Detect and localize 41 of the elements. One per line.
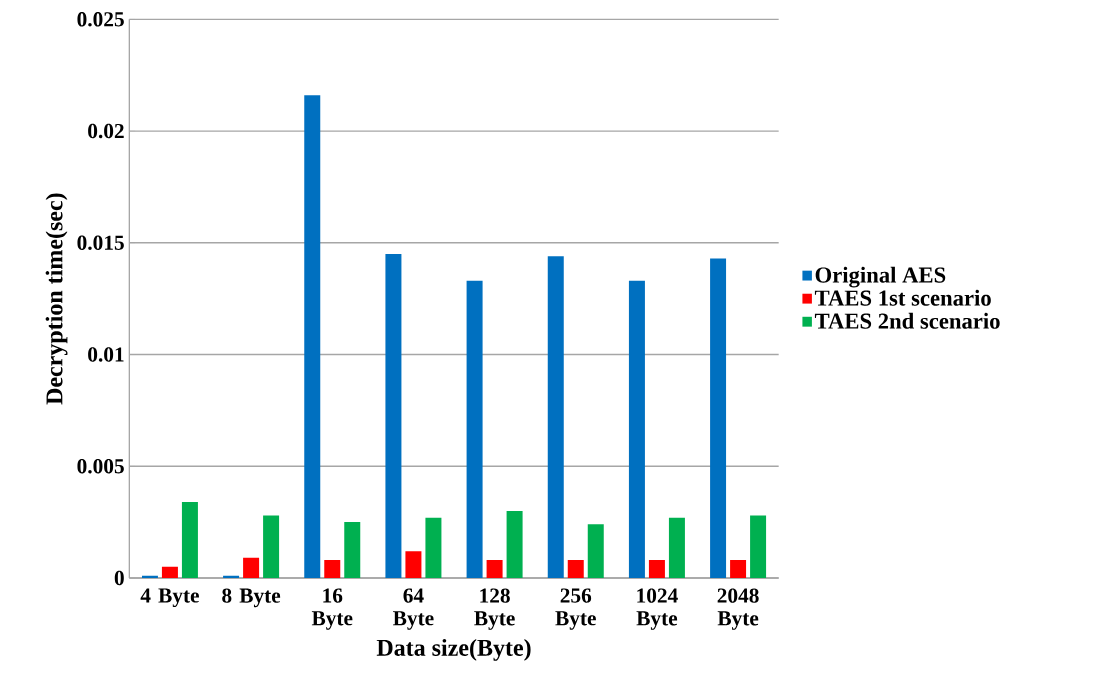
bar <box>710 258 727 578</box>
bar <box>628 280 645 578</box>
bar <box>324 560 341 578</box>
bar <box>161 566 178 578</box>
bar <box>344 522 361 578</box>
bar <box>506 510 523 578</box>
x-tick-label: 256 Byte <box>555 588 596 630</box>
y-tick-label: 0.02 <box>88 123 124 139</box>
legend-label: Original AES <box>815 266 946 288</box>
bar <box>567 560 584 578</box>
bar <box>486 560 503 578</box>
bar <box>466 280 483 578</box>
bar <box>385 253 402 578</box>
x-tick-label: 16 Byte <box>311 588 353 630</box>
bar <box>648 560 665 578</box>
y-axis-title: Decryption time(sec) <box>45 193 68 405</box>
x-tick-label: 4 Byte <box>140 588 199 608</box>
x-tick-label: 2048 Byte <box>717 588 759 630</box>
bar <box>181 502 198 578</box>
y-tick-label: 0 <box>114 570 124 586</box>
bar <box>730 560 747 578</box>
x-tick-label: 128 Byte <box>474 588 515 630</box>
bar <box>750 515 767 578</box>
x-tick-label: 8 Byte <box>222 588 281 608</box>
x-axis-title: Data size(Byte) <box>376 638 531 661</box>
bar <box>425 517 442 578</box>
bar <box>587 524 604 578</box>
legend-label: TAES 2nd scenario <box>814 312 1000 329</box>
bar <box>263 515 280 578</box>
bar <box>668 517 685 578</box>
y-tick-label: 0.01 <box>88 347 124 362</box>
y-tick-label: 0.005 <box>77 459 124 474</box>
bar <box>547 256 564 578</box>
y-tick-label: 0.025 <box>77 12 124 27</box>
bar <box>304 95 321 578</box>
bar <box>405 551 422 578</box>
y-tick-label: 0.015 <box>77 235 124 251</box>
x-tick-label: 1024 Byte <box>636 588 678 630</box>
bar <box>243 557 260 578</box>
legend-label: TAES 1st scenario <box>814 289 991 306</box>
x-tick-label: 64 Byte <box>393 588 434 630</box>
